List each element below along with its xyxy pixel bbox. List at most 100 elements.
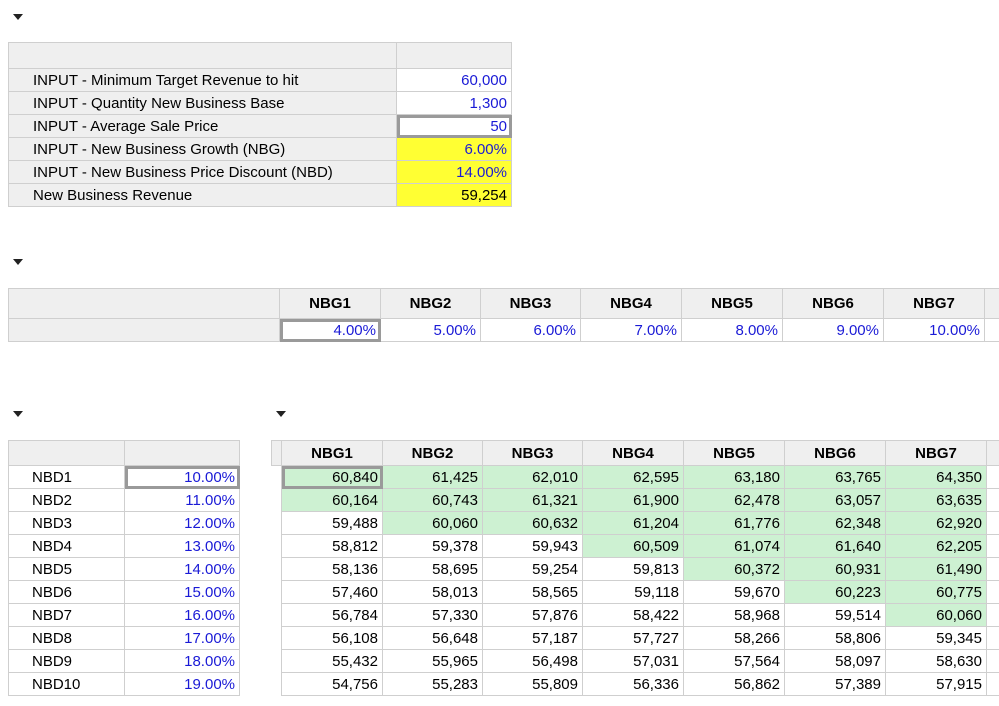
average-sale-price-cell[interactable]: 50 — [396, 114, 512, 138]
min-target-revenue-cell[interactable]: 60,000 — [396, 68, 512, 92]
matrix-cell[interactable]: 60,164 — [281, 488, 383, 512]
matrix-header[interactable]: NBG7 — [885, 440, 987, 466]
nbd-value-cell[interactable]: 13.00% — [124, 534, 240, 558]
matrix-cell[interactable]: 60,632 — [482, 511, 583, 535]
matrix-cell[interactable]: 56,336 — [582, 672, 684, 696]
matrix-cell[interactable]: 57,460 — [281, 580, 383, 604]
matrix-header[interactable]: NBG2 — [382, 440, 483, 466]
nbd-value-cell[interactable]: 19.00% — [124, 672, 240, 696]
nbd-header-cell[interactable] — [124, 440, 240, 466]
matrix-cell[interactable]: 57,915 — [885, 672, 987, 696]
matrix-cell[interactable]: 56,784 — [281, 603, 383, 627]
matrix-cell[interactable]: 58,695 — [382, 557, 483, 581]
matrix-cell[interactable]: 60,931 — [784, 557, 886, 581]
nbd-value-cell[interactable]: 18.00% — [124, 649, 240, 673]
matrix-cell[interactable]: 59,488 — [281, 511, 383, 535]
nbg-row-label[interactable] — [8, 318, 280, 342]
matrix-cell[interactable]: 57,187 — [482, 626, 583, 650]
matrix-cell[interactable]: 57,876 — [482, 603, 583, 627]
nbd-header-cell[interactable] — [8, 440, 125, 466]
nbg-header[interactable]: NBG2 — [380, 288, 481, 319]
nbg-header[interactable]: NBG5 — [681, 288, 783, 319]
matrix-cell[interactable]: 59,345 — [885, 626, 987, 650]
matrix-cell[interactable]: 58,422 — [582, 603, 684, 627]
matrix-header[interactable]: NBG3 — [482, 440, 583, 466]
matrix-cell[interactable]: 56,648 — [382, 626, 483, 650]
matrix-cell[interactable]: 59,813 — [582, 557, 684, 581]
matrix-cell[interactable]: 61,776 — [683, 511, 785, 535]
matrix-cell[interactable]: 58,097 — [784, 649, 886, 673]
matrix-cell[interactable]: 60,509 — [582, 534, 684, 558]
matrix-corner-cell[interactable] — [271, 440, 282, 466]
matrix-cell[interactable] — [986, 465, 999, 489]
matrix-cell[interactable]: 63,635 — [885, 488, 987, 512]
nbg-value-cell[interactable]: 7.00% — [580, 318, 682, 342]
matrix-cell[interactable]: 59,514 — [784, 603, 886, 627]
matrix-cell[interactable]: 59,378 — [382, 534, 483, 558]
matrix-cell[interactable]: 61,640 — [784, 534, 886, 558]
nbg-value-cell[interactable]: 9.00% — [782, 318, 884, 342]
matrix-cell[interactable]: 62,920 — [885, 511, 987, 535]
matrix-cell[interactable]: 58,812 — [281, 534, 383, 558]
new-business-revenue-cell[interactable]: 59,254 — [396, 183, 512, 207]
matrix-cell[interactable]: 61,425 — [382, 465, 483, 489]
matrix-cell[interactable]: 57,564 — [683, 649, 785, 673]
nbg-value-cell[interactable]: 10.00% — [883, 318, 985, 342]
matrix-cell[interactable]: 60,775 — [885, 580, 987, 604]
matrix-cell[interactable]: 62,205 — [885, 534, 987, 558]
nbd-value-cell[interactable]: 12.00% — [124, 511, 240, 535]
matrix-cell[interactable]: 61,900 — [582, 488, 684, 512]
matrix-cell[interactable] — [986, 672, 999, 696]
matrix-cell[interactable]: 55,283 — [382, 672, 483, 696]
nbg-header[interactable] — [984, 288, 999, 319]
nbg-value-cell[interactable]: 5.00% — [380, 318, 481, 342]
collapse-arrow-icon[interactable] — [13, 259, 23, 265]
matrix-cell[interactable]: 58,565 — [482, 580, 583, 604]
matrix-cell[interactable]: 63,765 — [784, 465, 886, 489]
matrix-cell[interactable] — [986, 649, 999, 673]
matrix-cell[interactable] — [986, 603, 999, 627]
matrix-cell[interactable] — [986, 580, 999, 604]
matrix-cell[interactable]: 58,136 — [281, 557, 383, 581]
matrix-cell[interactable] — [986, 488, 999, 512]
matrix-cell[interactable] — [986, 534, 999, 558]
nbd-value-cell[interactable]: 15.00% — [124, 580, 240, 604]
matrix-cell[interactable]: 62,595 — [582, 465, 684, 489]
matrix-cell[interactable]: 62,348 — [784, 511, 886, 535]
nbg-header[interactable]: NBG7 — [883, 288, 985, 319]
matrix-cell[interactable]: 60,223 — [784, 580, 886, 604]
matrix-cell[interactable]: 62,478 — [683, 488, 785, 512]
nbd-value-cell[interactable]: 16.00% — [124, 603, 240, 627]
matrix-cell[interactable]: 58,266 — [683, 626, 785, 650]
nbg-header[interactable]: NBG3 — [480, 288, 581, 319]
matrix-cell[interactable]: 56,108 — [281, 626, 383, 650]
nbd-value-cell[interactable]: 14.00% — [124, 557, 240, 581]
matrix-cell[interactable]: 61,490 — [885, 557, 987, 581]
nbg-input-cell[interactable]: 6.00% — [396, 137, 512, 161]
nbd-value-cell[interactable]: 17.00% — [124, 626, 240, 650]
collapse-arrow-icon[interactable] — [13, 411, 23, 417]
matrix-cell[interactable]: 55,432 — [281, 649, 383, 673]
matrix-cell[interactable]: 60,743 — [382, 488, 483, 512]
matrix-cell[interactable]: 61,074 — [683, 534, 785, 558]
nbg-value-cell[interactable]: 6.00% — [480, 318, 581, 342]
nbd-value-cell[interactable]: 11.00% — [124, 488, 240, 512]
matrix-cell[interactable]: 60,840 — [281, 465, 383, 489]
inputs-header-cell[interactable] — [8, 42, 397, 69]
nbg-value-cell[interactable]: 8.00% — [681, 318, 783, 342]
nbd-value-cell[interactable]: 10.00% — [124, 465, 240, 489]
matrix-header[interactable]: NBG4 — [582, 440, 684, 466]
matrix-cell[interactable]: 61,321 — [482, 488, 583, 512]
matrix-cell[interactable]: 58,013 — [382, 580, 483, 604]
matrix-cell[interactable]: 59,254 — [482, 557, 583, 581]
matrix-cell[interactable] — [986, 626, 999, 650]
matrix-cell[interactable]: 62,010 — [482, 465, 583, 489]
matrix-cell[interactable]: 60,372 — [683, 557, 785, 581]
nbg-header[interactable]: NBG1 — [279, 288, 381, 319]
matrix-header[interactable]: NBG5 — [683, 440, 785, 466]
nbg-value-cell[interactable]: 4.00% — [279, 318, 381, 342]
matrix-cell[interactable]: 59,943 — [482, 534, 583, 558]
matrix-cell[interactable]: 54,756 — [281, 672, 383, 696]
matrix-cell[interactable]: 60,060 — [885, 603, 987, 627]
matrix-cell[interactable]: 64,350 — [885, 465, 987, 489]
